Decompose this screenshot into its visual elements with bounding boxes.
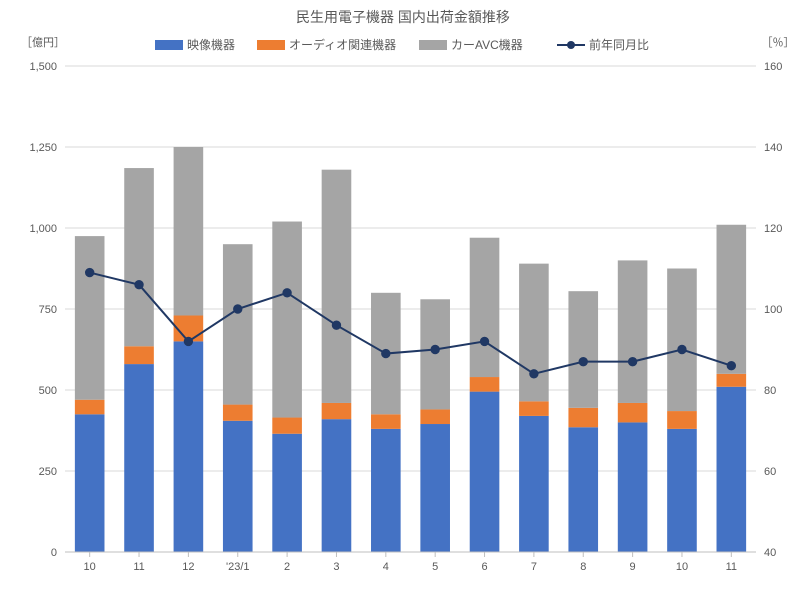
legend-label: オーディオ関連機器 [289,37,396,52]
bar-segment [717,387,747,552]
y-left-tick: 500 [39,385,57,397]
bar-segment [75,414,105,552]
bar-segment [174,341,204,552]
x-tick-label: 5 [432,561,438,573]
x-tick-label: 11 [726,561,737,573]
y-left-tick: 750 [39,304,57,316]
bar-segment [124,364,154,552]
chart-svg: 0 250 500 750 1,000 1,250 1,500 40 60 80 100 120 140… [0,0,806,600]
bar-segment [174,147,204,315]
bar-segment [371,414,401,429]
line-marker [283,289,291,297]
line-marker [579,357,587,365]
x-tick-label: '23/1 [226,561,250,573]
x-tick-label: 10 [676,561,688,573]
bar-segment [420,299,450,409]
bar-segment [470,392,500,552]
x-tick-label: 11 [133,561,144,573]
y-right-tick: 100 [764,304,782,316]
chart-container: 0 250 500 750 1,000 1,250 1,500 40 60 80 100 120 140… [0,0,806,600]
line-marker [678,345,686,353]
line-marker [184,337,192,345]
legend-label: カーAVC機器 [451,37,523,52]
bar-segment [667,429,697,552]
line-marker [530,370,538,378]
y-right-tick: 80 [764,385,776,397]
bar-segment [519,264,549,402]
line-marker [382,349,390,357]
x-tick-label: 6 [481,561,487,573]
legend-label: 前年同月比 [589,37,649,52]
bar-segment [568,408,598,427]
line-marker [332,321,340,329]
bar-segment [618,422,648,552]
bar-segment [519,401,549,416]
legend-swatch [257,40,285,50]
y-right-tick: 120 [764,223,782,235]
bar-segment [420,409,450,424]
bar-segment [223,421,253,552]
y-left-tick: 0 [51,547,57,559]
bar-segment [667,411,697,429]
x-tick-label: 3 [333,561,339,573]
x-tick-label: 8 [580,561,586,573]
bar-segment [717,225,747,374]
y-right-tick: 160 [764,61,782,73]
x-tick-label: 12 [182,561,194,573]
line-marker [135,281,143,289]
line-marker [85,268,93,276]
bar-segment [75,236,105,400]
bar-segment [470,238,500,377]
bar-segment [717,374,747,387]
bar-segment [322,419,352,552]
bar-segment [75,400,105,415]
bar-segment [124,346,154,364]
x-tick-label: 2 [284,561,290,573]
bar-segment [618,403,648,422]
y-right-tick: 40 [764,547,776,559]
bar-segment [322,403,352,419]
y-right-tick: 60 [764,466,776,478]
bar-segment [272,434,302,552]
x-tick-label: 10 [84,561,96,573]
line-marker [480,337,488,345]
bar-segment [420,424,450,552]
y-left-tick: 1,000 [29,223,57,235]
y-right-unit: ［％］ [762,36,795,49]
line-marker [431,345,439,353]
bar-segment [470,377,500,392]
bar-segment [272,222,302,418]
legend-line-marker [567,41,575,49]
y-left-tick: 250 [39,466,57,478]
x-tick-label: 7 [531,561,537,573]
y-left-tick: 1,250 [29,142,57,154]
line-marker [727,362,735,370]
y-right-tick: 140 [764,142,782,154]
line-marker [234,305,242,313]
bar-segment [223,244,253,404]
bar-segment [371,429,401,552]
chart-title: 民生用電子機器 国内出荷金額推移 [296,9,510,25]
bar-segment [667,269,697,412]
x-tick-label: 9 [630,561,636,573]
bar-segment [618,260,648,403]
bar-segment [519,416,549,552]
legend-label: 映像機器 [187,37,235,52]
line-marker [628,357,636,365]
bar-segment [223,405,253,421]
x-tick-label: 4 [383,561,389,573]
y-left-tick: 1,500 [29,61,57,73]
bar-segment [322,170,352,403]
bar-segment [124,168,154,346]
legend-swatch [155,40,183,50]
legend-swatch [419,40,447,50]
y-left-unit: ［億円］ [21,36,65,49]
bar-segment [568,427,598,552]
bar-segment [272,418,302,434]
bar-segment [568,291,598,408]
